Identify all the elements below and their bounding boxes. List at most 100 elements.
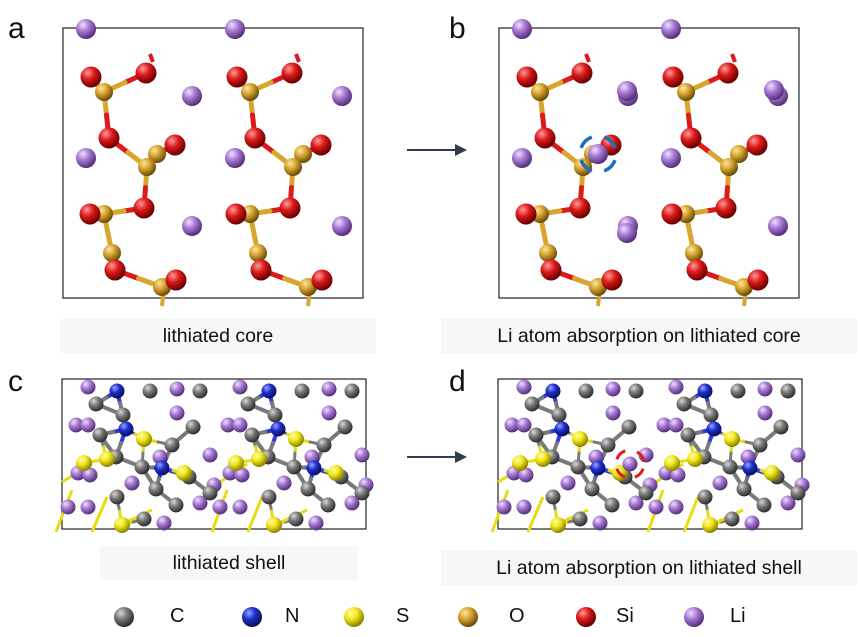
li-atom [516, 499, 532, 515]
n-atom [270, 421, 286, 437]
li-atom [656, 417, 672, 433]
s-atom [266, 517, 282, 533]
li-atom [76, 19, 96, 39]
highlight-arc [579, 135, 593, 149]
c-atom [638, 485, 654, 501]
o-atom [574, 158, 592, 176]
n-atom [742, 460, 758, 476]
c-atom [621, 419, 637, 435]
n-atom [545, 383, 561, 399]
caption-panel-c: lithiated shell [100, 546, 358, 580]
n-atom [154, 460, 170, 476]
c-atom [780, 383, 796, 399]
s-atom [572, 431, 588, 447]
o-atom [95, 83, 113, 101]
si-atom [680, 127, 702, 149]
si-atom [601, 269, 623, 291]
li-atom [617, 223, 637, 243]
bond [682, 496, 700, 533]
si-atom [244, 127, 266, 149]
li-atom [496, 499, 512, 515]
si-atom [715, 197, 737, 219]
highlight-arc [603, 135, 617, 149]
li-atom [276, 475, 292, 491]
li-atom [764, 80, 784, 100]
li-atom [354, 447, 370, 463]
li-atom [321, 381, 337, 397]
structure-panel-b [498, 19, 800, 307]
absorbed-li-highlight-circle [579, 135, 617, 173]
li-atom [712, 475, 728, 491]
c-atom [337, 419, 353, 435]
highlight-arc [636, 450, 646, 462]
si-atom [165, 269, 187, 291]
s-atom [76, 455, 92, 471]
c-atom [676, 396, 692, 412]
si-atom [571, 62, 593, 84]
s-atom [664, 455, 680, 471]
si-atom [662, 66, 684, 88]
o-atom-icon [458, 607, 478, 627]
si-atom [746, 134, 768, 156]
bond [526, 496, 545, 533]
li-atom [225, 148, 245, 168]
bond [584, 53, 591, 63]
o-atom [677, 83, 695, 101]
li-atom [202, 447, 218, 463]
li-atom [182, 86, 202, 106]
si-atom [534, 127, 556, 149]
si-atom [281, 62, 303, 84]
li-atom [757, 381, 773, 397]
li-atom [668, 417, 684, 433]
highlight-arc [634, 468, 645, 479]
li-atom [661, 19, 681, 39]
si-atom-icon [576, 607, 596, 627]
si-atom [226, 66, 248, 88]
panel-letter-c: c [8, 365, 23, 398]
li-atom [80, 417, 96, 433]
s-atom [724, 431, 740, 447]
n-atom [590, 460, 606, 476]
s-atom [535, 451, 551, 467]
si-atom [569, 197, 591, 219]
c-atom [168, 497, 184, 513]
li-atom [68, 417, 84, 433]
si-atom [104, 259, 126, 281]
c-atom [267, 407, 283, 423]
structure-panel-c [54, 378, 374, 533]
c-atom [192, 383, 208, 399]
o-atom [720, 158, 738, 176]
atom-set [496, 379, 810, 533]
highlight-arc [615, 468, 626, 479]
atom-set [76, 19, 352, 296]
s-atom [512, 455, 528, 471]
s-atom [687, 451, 703, 467]
li-atom [516, 379, 532, 395]
c-atom [722, 459, 738, 475]
s-atom [228, 455, 244, 471]
n-atom [697, 383, 713, 399]
li-atom [124, 475, 140, 491]
li-atom [588, 144, 608, 164]
li-atom [605, 381, 621, 397]
c-atom [724, 511, 740, 527]
li-atom [592, 515, 608, 531]
s-atom-icon [344, 607, 364, 627]
si-atom [164, 134, 186, 156]
li-atom [668, 499, 684, 515]
si-atom [98, 127, 120, 149]
c-atom [142, 383, 158, 399]
c-atom [136, 511, 152, 527]
c-atom [354, 485, 370, 501]
c-atom [286, 459, 302, 475]
si-atom [225, 203, 247, 225]
o-atom [241, 205, 259, 223]
li-atom [225, 19, 245, 39]
li-atom [661, 148, 681, 168]
arrow-c-to-d [407, 451, 467, 463]
n-atom [306, 460, 322, 476]
o-atom [531, 83, 549, 101]
li-atom [192, 495, 208, 511]
c-atom [115, 407, 131, 423]
legend-label-o: O [509, 605, 525, 627]
